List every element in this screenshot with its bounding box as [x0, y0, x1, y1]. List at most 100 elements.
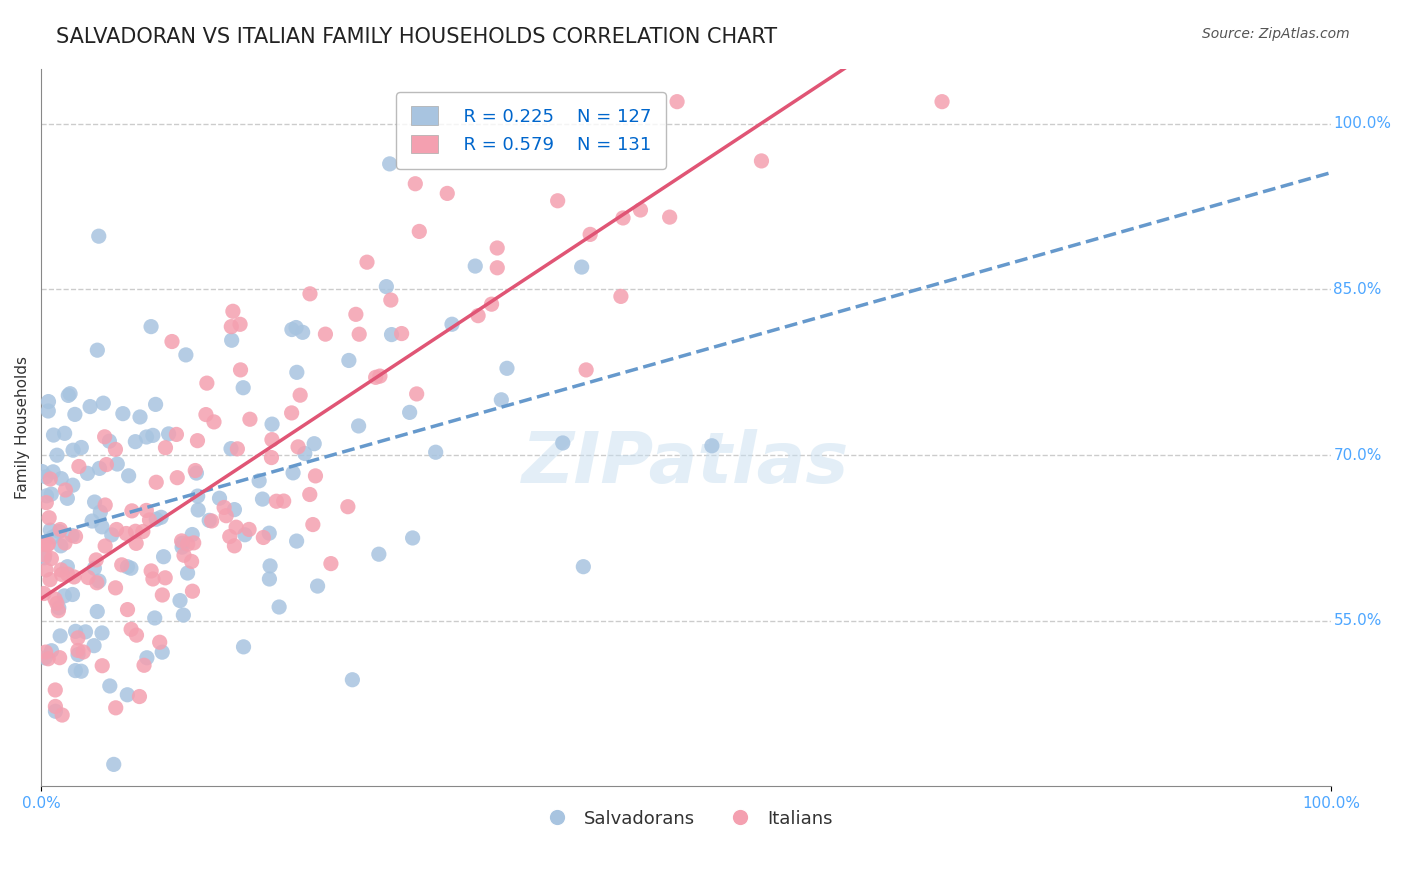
Point	[103, 757, 125, 772]
Point	[125, 628, 148, 642]
Point	[62, 443, 84, 458]
Point	[39, 487, 62, 501]
Point	[302, 517, 325, 532]
Point	[298, 487, 321, 501]
Text: SALVADORAN VS ITALIAN FAMILY HOUSEHOLDS CORRELATION CHART: SALVADORAN VS ITALIAN FAMILY HOUSEHOLDS …	[56, 27, 778, 46]
Point	[145, 512, 167, 526]
Point	[547, 194, 569, 208]
Point	[49, 523, 72, 537]
Point	[260, 433, 283, 447]
Point	[35, 563, 58, 577]
Point	[91, 520, 114, 534]
Point	[56, 491, 79, 506]
Point	[62, 587, 84, 601]
Point	[319, 557, 342, 571]
Point	[89, 461, 111, 475]
Point	[65, 624, 87, 639]
Point	[257, 526, 280, 541]
Point	[44, 704, 66, 718]
Point	[66, 643, 89, 657]
Point	[260, 450, 283, 465]
Point	[63, 570, 86, 584]
Point	[37, 537, 59, 551]
Point	[48, 600, 70, 615]
Point	[39, 472, 62, 486]
Point	[59, 386, 82, 401]
Point	[391, 326, 413, 341]
Point	[37, 538, 59, 552]
Point	[51, 708, 73, 723]
Point	[157, 426, 180, 441]
Text: 85.0%: 85.0%	[1333, 282, 1382, 297]
Point	[266, 494, 288, 508]
Point	[367, 547, 389, 561]
Point	[135, 430, 157, 444]
Point	[132, 524, 155, 539]
Point	[87, 229, 110, 244]
Point	[173, 548, 195, 562]
Point	[65, 529, 87, 543]
Point	[174, 348, 197, 362]
Point	[187, 489, 209, 503]
Point	[56, 567, 79, 582]
Point	[39, 573, 62, 587]
Point	[155, 441, 177, 455]
Point	[48, 650, 70, 665]
Point	[117, 468, 139, 483]
Point	[186, 434, 208, 448]
Point	[436, 186, 458, 201]
Point	[401, 531, 423, 545]
Point	[344, 307, 367, 321]
Point	[86, 575, 108, 590]
Point	[76, 467, 98, 481]
Point	[571, 260, 593, 274]
Point	[222, 304, 245, 318]
Point	[464, 259, 486, 273]
Point	[269, 600, 291, 615]
Point	[291, 326, 314, 340]
Point	[202, 415, 225, 429]
Point	[32, 537, 55, 551]
Point	[160, 334, 183, 349]
Point	[87, 574, 110, 588]
Point	[298, 286, 321, 301]
Point	[184, 463, 207, 477]
Point	[129, 409, 152, 424]
Point	[143, 611, 166, 625]
Point	[91, 396, 114, 410]
Point	[165, 427, 187, 442]
Point	[281, 322, 304, 336]
Point	[124, 434, 146, 449]
Point	[302, 436, 325, 450]
Point	[89, 505, 111, 519]
Point	[232, 640, 254, 654]
Point	[368, 369, 391, 384]
Point	[225, 520, 247, 534]
Text: 70.0%: 70.0%	[1333, 448, 1382, 463]
Point	[259, 558, 281, 573]
Point	[172, 608, 194, 623]
Point	[666, 95, 689, 109]
Point	[281, 466, 304, 480]
Point	[658, 210, 681, 224]
Point	[121, 504, 143, 518]
Point	[83, 561, 105, 575]
Point	[139, 319, 162, 334]
Point	[70, 664, 93, 678]
Point	[111, 558, 134, 572]
Point	[572, 559, 595, 574]
Point	[53, 426, 76, 441]
Point	[218, 529, 240, 543]
Point	[104, 442, 127, 457]
Point	[63, 408, 86, 422]
Point	[404, 177, 426, 191]
Point	[221, 319, 243, 334]
Point	[280, 406, 302, 420]
Point	[181, 584, 204, 599]
Point	[440, 318, 463, 332]
Point	[347, 419, 370, 434]
Point	[221, 333, 243, 347]
Point	[551, 436, 574, 450]
Point	[575, 363, 598, 377]
Point	[105, 523, 128, 537]
